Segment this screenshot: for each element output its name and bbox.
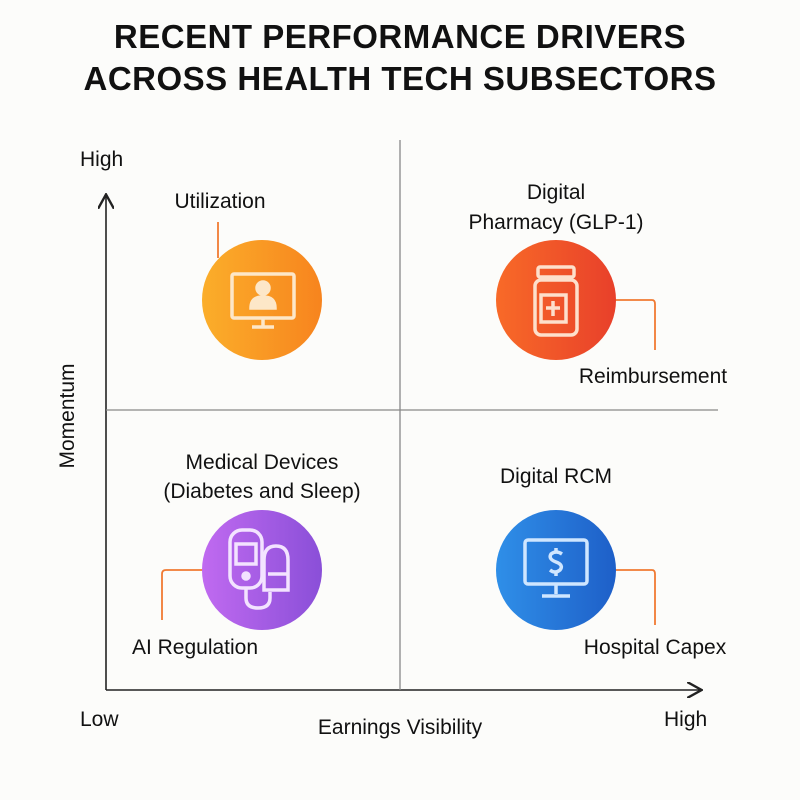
y-axis-label: Momentum — [56, 363, 79, 469]
name-line: Pharmacy (GLP-1) — [468, 211, 644, 234]
x-low-label: Low — [80, 708, 119, 731]
chart-title: RECENT PERFORMANCE DRIVERS ACROSS HEALTH… — [0, 16, 800, 100]
y-high-label: High — [80, 148, 124, 171]
telehealth-monitor-icon — [202, 240, 322, 360]
title-line-1: RECENT PERFORMANCE DRIVERS — [113, 18, 687, 55]
name-line: Digital — [526, 181, 586, 204]
medical-device-icon — [202, 510, 322, 630]
x-axis-label: Earnings Visibility — [317, 716, 483, 739]
driver-reimbursement: Reimbursement — [578, 365, 728, 388]
monitor-dollar-icon — [496, 510, 616, 630]
subsector-digital-pharmacy: Digital Pharmacy (GLP-1) — [456, 178, 656, 238]
driver-ai-regulation: AI Regulation — [131, 636, 259, 659]
name-line: Medical Devices — [185, 451, 339, 474]
x-high-label: High — [664, 708, 708, 731]
connector-hospital-capex — [612, 569, 656, 625]
medicine-bottle-icon — [496, 240, 616, 360]
connector-ai-regulation — [161, 569, 205, 620]
driver-hospital-capex: Hospital Capex — [583, 636, 727, 659]
name-line: (Diabetes and Sleep) — [163, 480, 361, 503]
subsector-digital-rcm: Digital RCM — [499, 465, 612, 488]
connector-reimbursement — [612, 299, 656, 350]
title-line-2: ACROSS HEALTH TECH SUBSECTORS — [83, 60, 717, 97]
driver-utilization: Utilization — [174, 190, 266, 213]
subsector-medical-devices: Medical Devices (Diabetes and Sleep) — [130, 448, 394, 506]
